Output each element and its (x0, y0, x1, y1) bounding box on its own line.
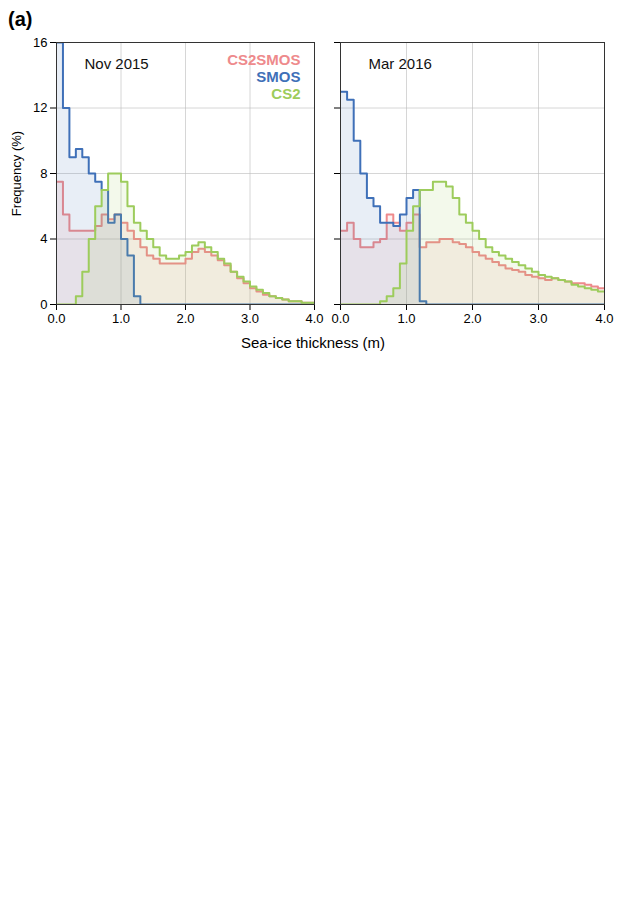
svg-text:CS2: CS2 (271, 85, 300, 102)
svg-text:1.0: 1.0 (112, 311, 130, 326)
svg-text:3.0: 3.0 (529, 311, 547, 326)
svg-text:12: 12 (33, 100, 47, 115)
svg-text:Frequency (%): Frequency (%) (9, 131, 24, 216)
svg-text:CS2SMOS: CS2SMOS (227, 51, 300, 68)
svg-text:8: 8 (40, 166, 47, 181)
svg-text:0: 0 (40, 297, 47, 312)
svg-text:3.0: 3.0 (241, 311, 259, 326)
svg-text:2.0: 2.0 (176, 311, 194, 326)
svg-text:4: 4 (40, 231, 47, 246)
svg-text:0.0: 0.0 (47, 311, 65, 326)
svg-text:1.0: 1.0 (397, 311, 415, 326)
svg-text:4.0: 4.0 (305, 311, 323, 326)
svg-text:Mar 2016: Mar 2016 (369, 55, 432, 72)
svg-text:2.0: 2.0 (463, 311, 481, 326)
svg-text:0.0: 0.0 (331, 311, 349, 326)
svg-text:Nov 2015: Nov 2015 (85, 55, 149, 72)
html-text:Sea-ice thickness (m): Sea-ice thickness (m) (240, 334, 386, 351)
svg-text:SMOS: SMOS (256, 68, 300, 85)
html-text:(a): (a) (8, 8, 33, 30)
svg-text:4.0: 4.0 (595, 311, 613, 326)
svg-text:16: 16 (33, 35, 47, 50)
